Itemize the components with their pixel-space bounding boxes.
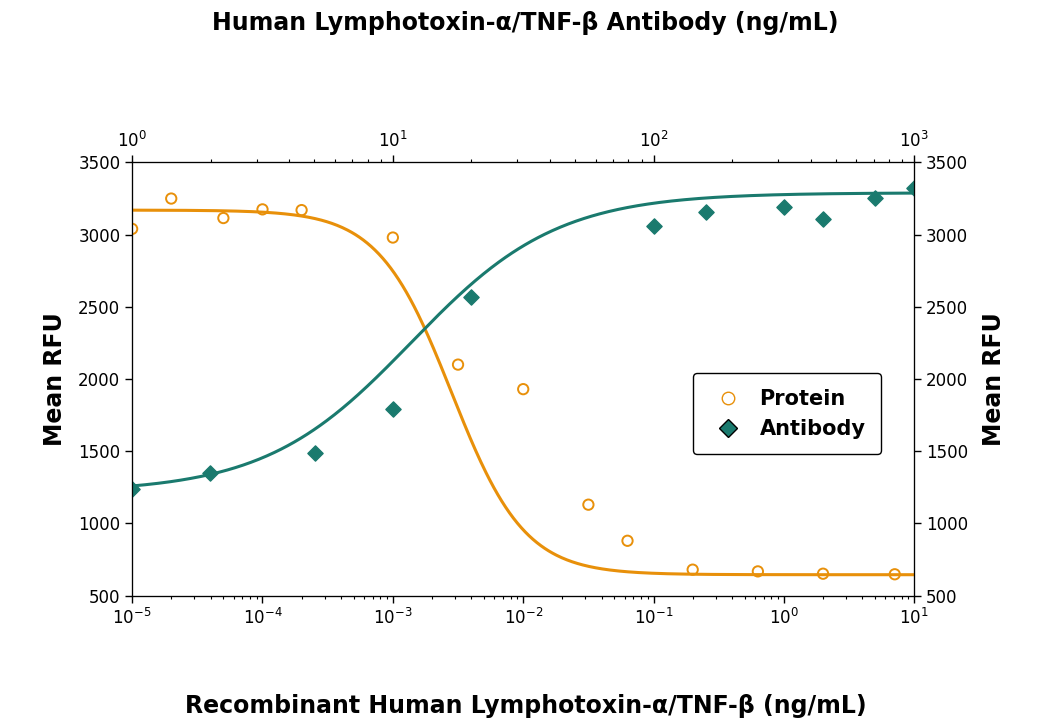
Point	[515, 383, 532, 395]
Point	[580, 499, 597, 510]
Point	[645, 220, 662, 232]
Point	[385, 232, 402, 243]
Point	[463, 291, 480, 303]
Point	[886, 568, 903, 580]
Point	[906, 183, 923, 194]
Legend: Protein, Antibody: Protein, Antibody	[693, 373, 882, 454]
Point	[684, 564, 701, 575]
Text: Human Lymphotoxin-α/TNF-β Antibody (ng/mL): Human Lymphotoxin-α/TNF-β Antibody (ng/m…	[212, 11, 838, 35]
Point	[619, 535, 636, 547]
Point	[815, 214, 832, 225]
Text: Recombinant Human Lymphotoxin-α/TNF-β (ng/mL): Recombinant Human Lymphotoxin-α/TNF-β (n…	[185, 695, 866, 718]
Point	[215, 212, 231, 224]
Point	[293, 204, 310, 216]
Point	[449, 359, 466, 370]
Point	[776, 201, 793, 213]
Y-axis label: Mean RFU: Mean RFU	[982, 312, 1006, 446]
Point	[385, 404, 402, 415]
Point	[698, 206, 715, 218]
Point	[815, 568, 832, 580]
Point	[254, 204, 271, 215]
Y-axis label: Mean RFU: Mean RFU	[43, 312, 67, 446]
Point	[124, 223, 141, 235]
Point	[307, 447, 323, 458]
Point	[124, 483, 141, 495]
Point	[202, 467, 219, 479]
Point	[163, 193, 180, 204]
Point	[749, 565, 766, 577]
Point	[867, 192, 884, 204]
